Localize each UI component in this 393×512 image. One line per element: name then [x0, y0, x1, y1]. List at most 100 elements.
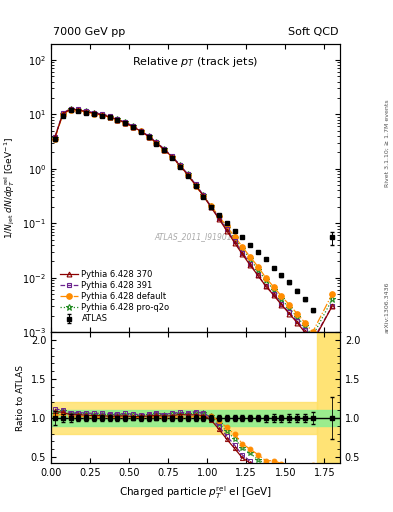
Pythia 6.428 370: [263, 283, 268, 289]
Pythia 6.428 370: [255, 272, 260, 279]
Pythia 6.428 pro-q2o: [310, 333, 315, 339]
Pythia 6.428 default: [92, 111, 96, 117]
Pythia 6.428 391: [248, 261, 253, 267]
Pythia 6.428 391: [99, 111, 104, 117]
Pythia 6.428 391: [68, 105, 73, 112]
Y-axis label: Ratio to ATLAS: Ratio to ATLAS: [16, 365, 25, 431]
Pythia 6.428 pro-q2o: [162, 146, 167, 153]
Pythia 6.428 391: [146, 133, 151, 139]
Pythia 6.428 370: [209, 204, 213, 210]
Pythia 6.428 default: [255, 264, 260, 270]
Pythia 6.428 370: [271, 292, 276, 298]
Text: arXiv:1306.3436: arXiv:1306.3436: [385, 282, 389, 333]
Text: ATLAS_2011_I919017: ATLAS_2011_I919017: [154, 232, 237, 242]
Pythia 6.428 default: [138, 129, 143, 135]
Pythia 6.428 370: [76, 107, 81, 113]
Pythia 6.428 370: [131, 124, 136, 130]
Pythia 6.428 391: [217, 215, 221, 221]
Pythia 6.428 370: [224, 228, 229, 234]
Pythia 6.428 default: [240, 244, 245, 250]
Pythia 6.428 391: [240, 249, 245, 255]
Bar: [51, 402, 316, 434]
X-axis label: Charged particle $p^\mathrm{rel}_T$ el [GeV]: Charged particle $p^\mathrm{rel}_T$ el […: [119, 484, 272, 501]
Legend: Pythia 6.428 370, Pythia 6.428 391, Pythia 6.428 default, Pythia 6.428 pro-q2o, : Pythia 6.428 370, Pythia 6.428 391, Pyth…: [58, 268, 171, 325]
Pythia 6.428 370: [287, 310, 292, 316]
Pythia 6.428 370: [146, 134, 151, 140]
Pythia 6.428 370: [162, 146, 167, 153]
Pythia 6.428 pro-q2o: [287, 305, 292, 311]
Pythia 6.428 default: [209, 203, 213, 209]
Pythia 6.428 391: [53, 134, 57, 140]
Pythia 6.428 default: [178, 163, 182, 169]
Pythia 6.428 370: [330, 303, 334, 309]
Pythia 6.428 default: [224, 223, 229, 229]
Pythia 6.428 391: [209, 204, 213, 210]
Pythia 6.428 pro-q2o: [330, 296, 334, 303]
Pythia 6.428 pro-q2o: [99, 112, 104, 118]
Pythia 6.428 default: [232, 233, 237, 240]
Pythia 6.428 391: [123, 119, 128, 125]
Pythia 6.428 default: [115, 117, 120, 123]
Pythia 6.428 pro-q2o: [76, 107, 81, 113]
Pythia 6.428 default: [84, 109, 88, 115]
Pythia 6.428 391: [107, 113, 112, 119]
Pythia 6.428 pro-q2o: [185, 172, 190, 178]
Pythia 6.428 370: [303, 329, 307, 335]
Pythia 6.428 pro-q2o: [224, 225, 229, 231]
Pythia 6.428 pro-q2o: [271, 287, 276, 293]
Pythia 6.428 391: [271, 291, 276, 297]
Pythia 6.428 pro-q2o: [263, 277, 268, 283]
Pythia 6.428 pro-q2o: [123, 119, 128, 125]
Pythia 6.428 pro-q2o: [217, 214, 221, 220]
Pythia 6.428 pro-q2o: [154, 139, 159, 145]
Pythia 6.428 default: [107, 114, 112, 120]
Pythia 6.428 391: [162, 146, 167, 152]
Pythia 6.428 default: [271, 284, 276, 290]
Pythia 6.428 370: [154, 140, 159, 146]
Pythia 6.428 default: [263, 274, 268, 281]
Pythia 6.428 pro-q2o: [170, 154, 174, 160]
Pythia 6.428 default: [279, 293, 284, 299]
Pythia 6.428 pro-q2o: [303, 323, 307, 329]
Pythia 6.428 391: [295, 318, 299, 324]
Bar: [51, 410, 316, 426]
Pythia 6.428 default: [303, 319, 307, 326]
Pythia 6.428 370: [240, 251, 245, 258]
Pythia 6.428 370: [107, 114, 112, 120]
Pythia 6.428 391: [193, 181, 198, 187]
Y-axis label: $1/N_\mathrm{jet}\ dN/dp^\mathrm{rel}_T\ [\mathrm{GeV}^{-1}]$: $1/N_\mathrm{jet}\ dN/dp^\mathrm{rel}_T\…: [2, 137, 17, 239]
Pythia 6.428 370: [217, 216, 221, 222]
Pythia 6.428 default: [170, 154, 174, 160]
Pythia 6.428 391: [178, 162, 182, 168]
Text: Relative $p_T$ (track jets): Relative $p_T$ (track jets): [132, 55, 259, 69]
Pythia 6.428 391: [84, 108, 88, 114]
Pythia 6.428 391: [138, 127, 143, 134]
Pythia 6.428 default: [76, 108, 81, 114]
Pythia 6.428 370: [295, 319, 299, 326]
Pythia 6.428 391: [115, 116, 120, 122]
Pythia 6.428 pro-q2o: [232, 235, 237, 241]
Pythia 6.428 370: [138, 128, 143, 134]
Pythia 6.428 391: [287, 309, 292, 315]
Pythia 6.428 370: [68, 106, 73, 112]
Bar: [316, 410, 340, 426]
Pythia 6.428 pro-q2o: [295, 314, 299, 320]
Text: Rivet 3.1.10; ≥ 1.7M events: Rivet 3.1.10; ≥ 1.7M events: [385, 99, 389, 187]
Pythia 6.428 391: [255, 272, 260, 279]
Line: Pythia 6.428 391: Pythia 6.428 391: [53, 106, 334, 343]
Pythia 6.428 391: [185, 171, 190, 177]
Pythia 6.428 391: [61, 110, 65, 116]
Pythia 6.428 default: [123, 120, 128, 126]
Pythia 6.428 pro-q2o: [68, 106, 73, 112]
Pythia 6.428 370: [193, 182, 198, 188]
Pythia 6.428 pro-q2o: [279, 296, 284, 303]
Line: Pythia 6.428 pro-q2o: Pythia 6.428 pro-q2o: [52, 106, 335, 339]
Pythia 6.428 default: [287, 302, 292, 308]
Pythia 6.428 default: [162, 147, 167, 153]
Text: 7000 GeV pp: 7000 GeV pp: [53, 27, 125, 37]
Pythia 6.428 default: [330, 291, 334, 297]
Pythia 6.428 370: [248, 262, 253, 268]
Pythia 6.428 370: [53, 134, 57, 140]
Pythia 6.428 default: [310, 329, 315, 335]
Pythia 6.428 default: [146, 134, 151, 140]
